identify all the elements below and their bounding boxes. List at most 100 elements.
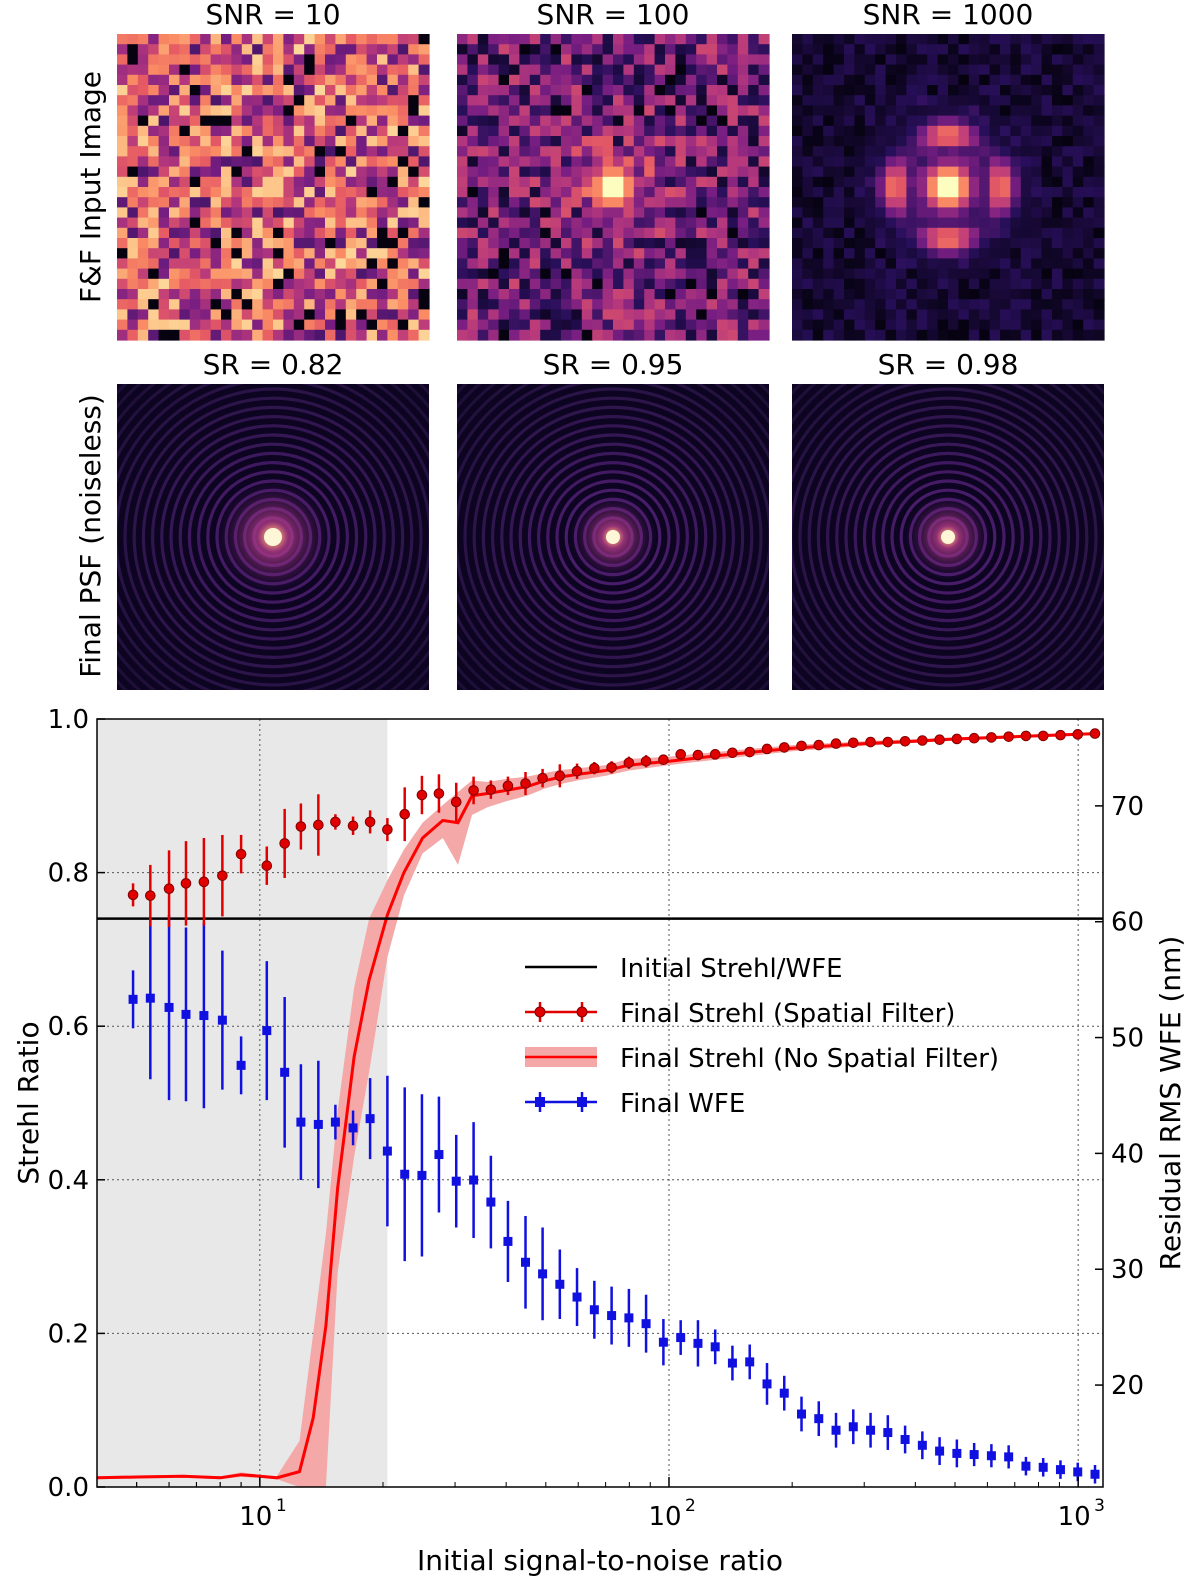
- pixel: [885, 197, 897, 208]
- pixel: [1031, 197, 1043, 208]
- pixel: [408, 74, 420, 86]
- pixel: [498, 289, 510, 300]
- pixel: [675, 268, 687, 280]
- pixel: [948, 217, 959, 229]
- pixel: [613, 299, 624, 310]
- pixel: [696, 34, 708, 45]
- pixel: [1010, 187, 1022, 198]
- pixel: [896, 299, 907, 310]
- pixel: [896, 44, 907, 55]
- pixel: [561, 187, 572, 198]
- pixel: [345, 278, 357, 290]
- pixel: [737, 34, 749, 45]
- pixel: [241, 64, 253, 76]
- pixel: [833, 166, 845, 178]
- pixel: [685, 289, 697, 300]
- pixel: [509, 217, 520, 229]
- pixel: [561, 54, 572, 66]
- pixel: [571, 54, 583, 66]
- pixel: [457, 34, 468, 45]
- pixel: [356, 64, 368, 76]
- pixel: [397, 268, 409, 280]
- pixel: [644, 238, 656, 249]
- pixel: [696, 217, 708, 229]
- pixel: [127, 95, 139, 106]
- pixel: [916, 146, 928, 157]
- pixel: [231, 248, 243, 259]
- pixel: [457, 278, 468, 290]
- pixel: [792, 238, 803, 249]
- pixel: [665, 85, 676, 96]
- pixel: [148, 309, 160, 321]
- pixel: [293, 268, 305, 280]
- pixel: [864, 227, 876, 239]
- wfe-point: [693, 1338, 703, 1348]
- pixel: [304, 278, 316, 290]
- pixel: [467, 176, 479, 188]
- pixel: [571, 217, 583, 229]
- pixel: [748, 125, 760, 137]
- wfe-point: [199, 1011, 209, 1021]
- pixel: [418, 217, 430, 229]
- pixel: [906, 166, 918, 178]
- wfe-point: [181, 1009, 191, 1019]
- pixel: [418, 289, 430, 300]
- pixel: [169, 207, 180, 219]
- pixel: [592, 105, 604, 117]
- pixel: [833, 329, 845, 341]
- pixel: [519, 156, 531, 168]
- pixel: [737, 136, 749, 147]
- pixel: [366, 146, 378, 157]
- pixel: [550, 156, 562, 168]
- pixel: [169, 238, 180, 249]
- pixel: [1020, 34, 1032, 45]
- pixel: [1010, 44, 1022, 55]
- pixel: [633, 85, 645, 96]
- pixel: [519, 278, 531, 290]
- pixel: [1083, 187, 1095, 198]
- pixel: [1093, 176, 1105, 188]
- pixel: [387, 44, 399, 55]
- pixel: [633, 54, 645, 66]
- pixel: [979, 54, 991, 66]
- pixel: [231, 289, 243, 300]
- pixel: [896, 319, 907, 331]
- pixel: [979, 156, 991, 168]
- pixel: [1041, 64, 1053, 76]
- pixel: [345, 115, 357, 127]
- pixel: [252, 278, 264, 290]
- pixel: [685, 105, 697, 117]
- pixel: [675, 64, 687, 76]
- pixel: [906, 187, 918, 198]
- strehl-point: [485, 784, 497, 795]
- pixel: [864, 278, 876, 290]
- pixel: [623, 166, 635, 178]
- pixel: [325, 166, 336, 178]
- psf-rings: [792, 384, 1104, 690]
- pixel: [148, 125, 160, 137]
- pixel: [833, 289, 845, 300]
- pixel: [293, 166, 305, 178]
- pixel: [948, 248, 959, 259]
- pixel: [314, 136, 326, 147]
- y-axis-label: Strehl Ratio: [12, 1021, 45, 1184]
- pixel: [200, 166, 212, 178]
- pixel: [304, 34, 316, 45]
- pixel: [896, 125, 907, 137]
- pixel: [356, 44, 368, 55]
- pixel: [979, 105, 991, 117]
- pixel: [127, 248, 139, 259]
- pixel: [968, 176, 980, 188]
- pixel: [377, 227, 388, 239]
- pixel: [467, 217, 479, 229]
- pixel: [633, 74, 645, 86]
- pixel: [467, 136, 479, 147]
- pixel: [304, 166, 316, 178]
- pixel: [979, 166, 991, 178]
- pixel: [1072, 44, 1084, 55]
- pixel: [958, 248, 970, 259]
- pixel: [654, 227, 666, 239]
- pixel: [706, 227, 718, 239]
- pixel: [844, 217, 855, 229]
- pixel: [592, 166, 604, 178]
